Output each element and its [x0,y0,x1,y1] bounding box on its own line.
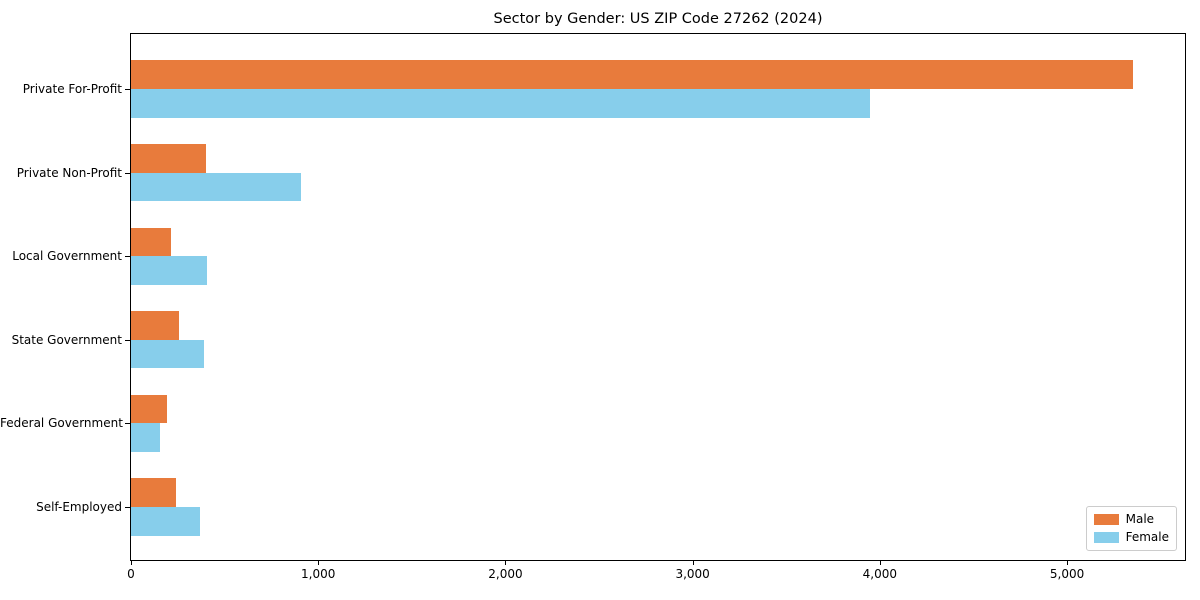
bar-female-state-government [131,339,204,369]
bar-female-private-non-profit [131,172,302,202]
x-tick-label-0: 0 [127,567,135,581]
y-tick-label-self-employed: Self-Employed [36,500,122,514]
legend-entry-male: Male [1093,512,1169,526]
x-tick-mark [1067,561,1069,565]
legend: Male Female [1085,506,1177,551]
bar-male-federal-government [131,394,167,424]
x-tick-mark [692,561,694,565]
y-tick-mark [125,256,130,258]
y-tick-mark [125,339,130,341]
bar-male-private-non-profit [131,144,206,173]
y-tick-mark [125,423,130,425]
bar-female-federal-government [131,423,161,452]
legend-label-male: Male [1125,512,1155,526]
legend-entry-female: Female [1093,530,1169,544]
y-tick-label-federal-government: Federal Government [0,416,123,431]
bar-female-local-government [131,256,207,285]
bar-male-self-employed [131,478,176,507]
y-tick-label-private-non-profit: Private Non-Profit [16,165,122,180]
legend-swatch-female [1093,532,1119,543]
x-tick-mark [879,561,881,565]
x-tick-label-3-000: 3,000 [675,567,710,581]
x-tick-mark [131,561,132,565]
x-tick-label-4-000: 4,000 [862,567,898,581]
bar-male-state-government [131,311,179,340]
y-tick-label-state-government: State Government [11,332,122,347]
y-tick-mark [125,89,130,90]
y-tick-mark [125,507,130,508]
bar-female-private-for-profit [131,89,871,118]
bar-female-self-employed [131,507,201,536]
legend-label-female: Female [1125,530,1169,544]
chart-title: Sector by Gender: US ZIP Code 27262 (202… [493,11,823,27]
x-tick-label-2-000: 2,000 [488,567,523,581]
y-tick-mark [125,172,130,174]
x-tick-label-5-000: 5,000 [1049,567,1085,581]
legend-swatch-male [1093,514,1119,525]
plot-area: Male Female [130,33,1186,561]
x-tick-label-1-000: 1,000 [301,567,336,581]
bar-male-local-government [131,227,172,257]
y-tick-label-local-government: Local Government [12,249,122,264]
bar-male-private-for-profit [131,60,1133,89]
y-tick-label-private-for-profit: Private For-Profit [22,82,122,96]
x-tick-mark [318,561,320,565]
x-tick-mark [505,561,507,565]
